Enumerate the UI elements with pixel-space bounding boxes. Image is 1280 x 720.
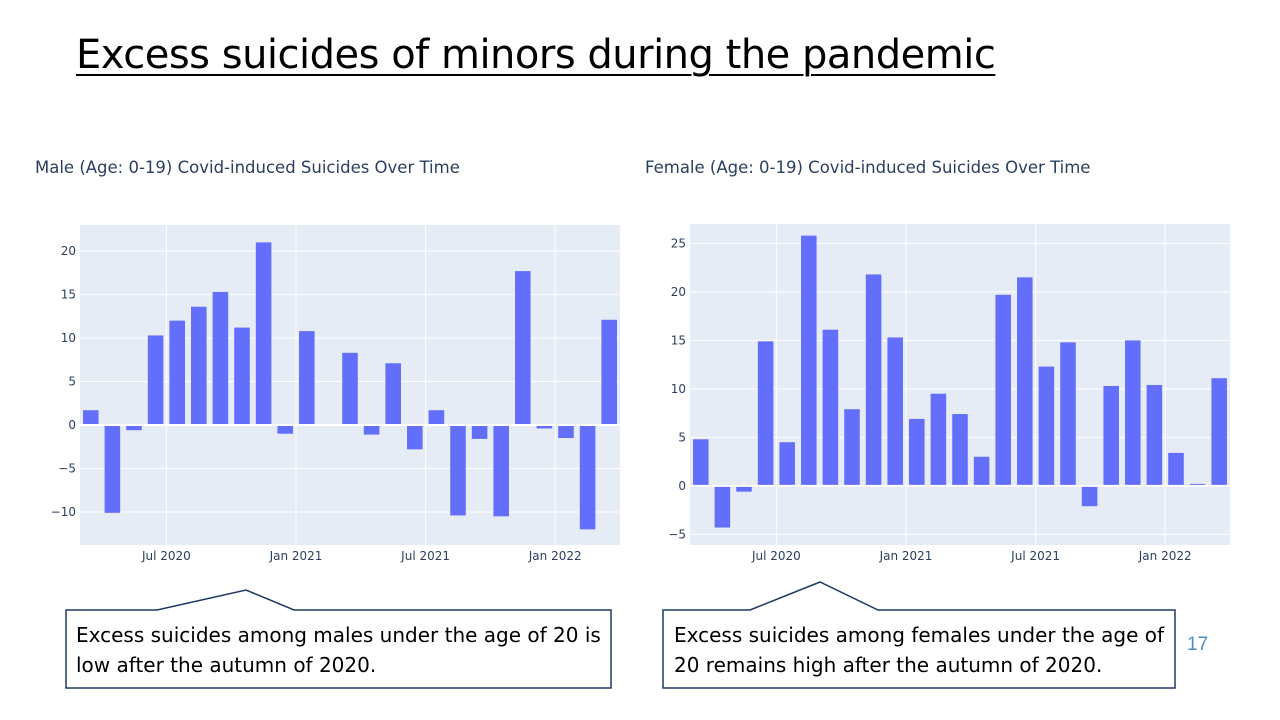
bar <box>601 319 617 425</box>
y-tick-label: 0 <box>678 479 686 493</box>
x-tick-label: Jul 2021 <box>400 549 450 563</box>
bar <box>450 425 466 516</box>
page-number: 17 <box>1187 634 1209 655</box>
bar <box>342 352 358 425</box>
bar <box>1060 342 1076 486</box>
bar <box>693 439 709 486</box>
male-callout-box <box>65 589 612 689</box>
bar <box>515 271 531 425</box>
female-chart-svg: −5 0 5 10 15 20 25 Jul 2020 Jan 2021 Jul 2021 Jan … <box>668 224 1230 563</box>
bar <box>1168 452 1184 486</box>
chart-title: Female (Age: 0-19) Covid-induced Suicide… <box>645 158 1091 177</box>
y-tick-label: 15 <box>61 288 76 302</box>
y-tick-label: 25 <box>671 236 686 250</box>
bar <box>779 442 795 486</box>
female-callout-box <box>662 581 1176 689</box>
bar <box>299 331 315 425</box>
bar <box>801 235 817 486</box>
bar <box>736 485 752 492</box>
bar <box>1125 340 1141 486</box>
bar <box>83 410 99 425</box>
y-tick-label: 20 <box>61 244 76 258</box>
x-tick-label: Jan 2022 <box>1138 549 1192 563</box>
y-tick-label: 5 <box>678 430 686 444</box>
slide-title: Excess suicides of minors during the pan… <box>76 32 996 78</box>
bar <box>104 425 121 513</box>
y-tick-label: −5 <box>58 461 76 475</box>
bar <box>147 335 164 425</box>
bar <box>126 425 142 431</box>
y-tick-label: 5 <box>68 375 76 389</box>
bar <box>493 425 509 517</box>
bar <box>579 425 596 530</box>
bar <box>407 425 423 450</box>
male-callout-text: Excess suicides among males under the ag… <box>76 623 601 677</box>
y-tick-label: 0 <box>68 418 76 432</box>
female-suicides-chart: Female (Age: 0-19) Covid-induced Suicide… <box>640 150 1240 570</box>
bar <box>385 363 401 425</box>
bar <box>995 294 1011 486</box>
bar <box>757 341 774 486</box>
bar <box>536 425 553 429</box>
x-tick-label: Jan 2022 <box>528 549 582 563</box>
bar <box>212 291 229 425</box>
bar <box>973 456 990 486</box>
male-chart-svg: −10 −5 0 5 10 15 20 Jul 2020 Jan 2021 Jul 2021 Jan… <box>51 225 620 563</box>
y-tick-label: 10 <box>61 331 76 345</box>
bar <box>909 418 925 486</box>
bar <box>952 414 968 486</box>
bar <box>558 425 574 439</box>
x-tick-label: Jul 2020 <box>751 549 801 563</box>
y-tick-label: 20 <box>671 285 686 299</box>
bar <box>169 320 185 425</box>
bar <box>1211 378 1227 486</box>
y-tick-label: −5 <box>668 527 686 541</box>
male-suicides-chart: Male (Age: 0-19) Covid-induced Suicides … <box>30 150 630 570</box>
bar <box>1103 385 1119 486</box>
bar <box>1081 485 1098 507</box>
bar <box>363 425 380 435</box>
bar <box>887 337 903 486</box>
bar <box>428 410 445 425</box>
y-tick-label: 15 <box>671 333 686 347</box>
bar <box>844 409 860 486</box>
bar <box>234 327 250 425</box>
x-tick-label: Jul 2021 <box>1010 549 1060 563</box>
bar <box>255 242 272 425</box>
x-tick-label: Jul 2020 <box>141 549 191 563</box>
x-tick-label: Jan 2021 <box>269 549 323 563</box>
x-tick-label: Jan 2021 <box>879 549 933 563</box>
bar <box>191 306 207 425</box>
chart-title: Male (Age: 0-19) Covid-induced Suicides … <box>35 158 460 177</box>
female-callout-text: Excess suicides among females under the … <box>674 623 1165 677</box>
y-tick-label: −10 <box>51 505 76 519</box>
bar <box>714 485 731 528</box>
bar <box>822 329 839 486</box>
bar <box>277 425 293 434</box>
bar <box>471 425 488 439</box>
bar <box>865 274 882 486</box>
y-tick-label: 10 <box>671 382 686 396</box>
bar <box>1017 277 1033 486</box>
bar <box>930 393 947 486</box>
bar <box>1038 366 1055 486</box>
bar <box>1146 384 1163 486</box>
